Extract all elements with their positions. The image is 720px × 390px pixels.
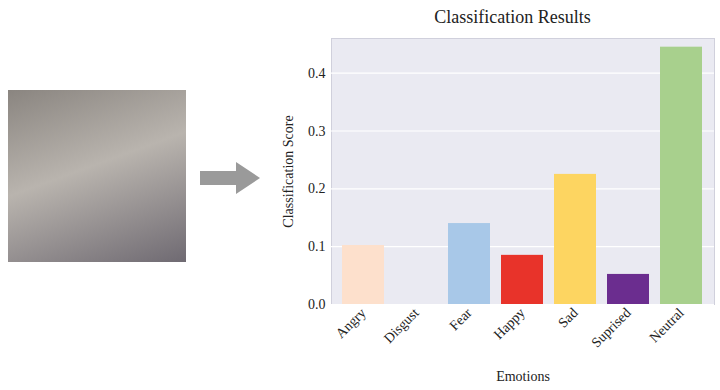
svg-text:Classification Score: Classification Score	[281, 115, 296, 227]
svg-text:Angry: Angry	[333, 305, 369, 341]
svg-text:Fear: Fear	[447, 305, 475, 333]
svg-text:0.3: 0.3	[308, 124, 326, 139]
svg-text:0.4: 0.4	[308, 66, 326, 81]
svg-text:Suprised: Suprised	[589, 305, 634, 350]
svg-text:Emotions: Emotions	[496, 369, 550, 384]
svg-text:0.1: 0.1	[308, 239, 326, 254]
svg-text:Sad: Sad	[555, 305, 580, 330]
svg-text:0.0: 0.0	[308, 297, 326, 312]
svg-text:Neutral: Neutral	[646, 305, 686, 345]
svg-text:Disgust: Disgust	[381, 305, 422, 346]
svg-text:0.2: 0.2	[308, 181, 326, 196]
svg-text:Happy: Happy	[491, 305, 528, 342]
html-text:Classification Results: Classification Results	[434, 7, 591, 27]
